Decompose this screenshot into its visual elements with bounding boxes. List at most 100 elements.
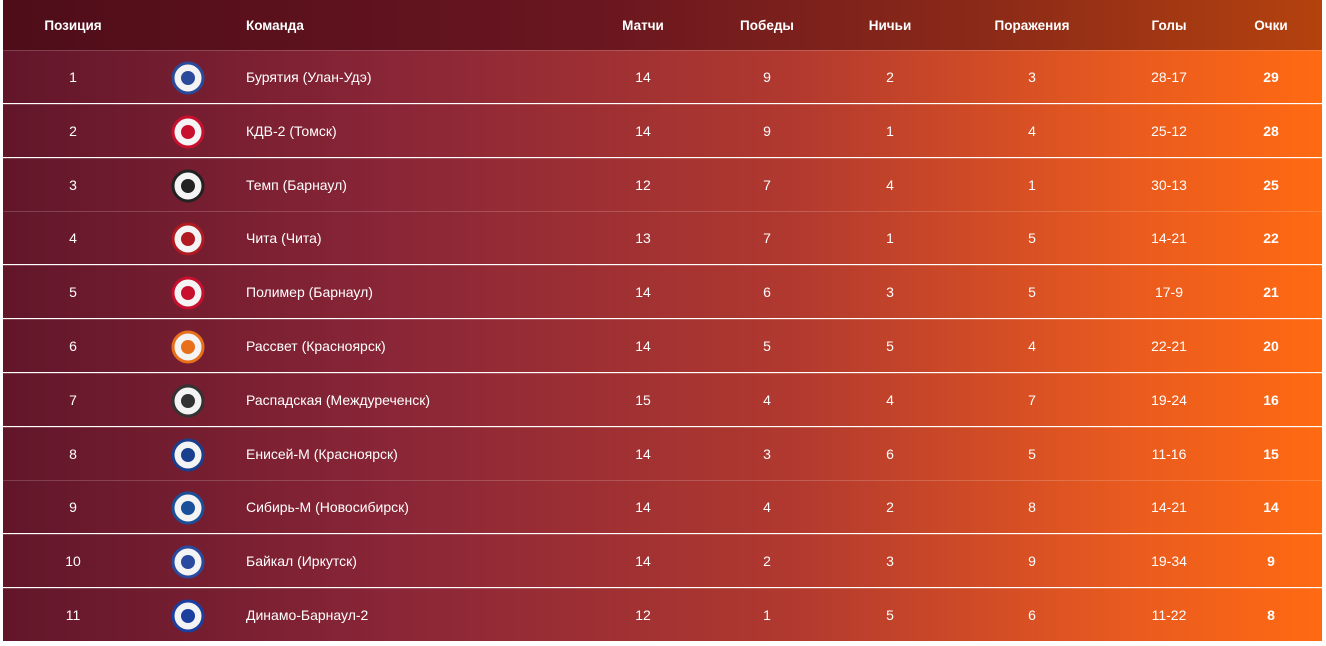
table-cell: 28-17: [1151, 69, 1187, 85]
table-row: 11 Динамо-Барнаул-2 12 1 5 6 11-22 8: [3, 588, 1322, 641]
table-cell: Распадская (Междуреченск): [246, 391, 431, 408]
table-cell: 1: [69, 69, 77, 85]
table-cell: 12: [635, 607, 651, 623]
table-cell: 6: [886, 445, 894, 462]
table-cell: 5: [1028, 230, 1036, 247]
table-cell: 3: [763, 445, 771, 462]
table-cell: 2: [886, 499, 894, 516]
header-cell: Команда: [246, 17, 304, 33]
table-row: 4 Чита (Чита) 13 7 1 5 14-21 22: [3, 211, 1322, 265]
table-cell: 1: [886, 122, 894, 139]
points-cell: 16: [1263, 391, 1279, 408]
points-cell: 21: [1263, 284, 1279, 301]
header-cell: Позиция: [44, 17, 102, 33]
table-cell: 13: [635, 230, 651, 247]
table-cell: 4: [886, 391, 894, 408]
table-cell: 14: [635, 445, 651, 462]
table-cell: 5: [1028, 445, 1036, 462]
table-cell: 10: [65, 553, 81, 570]
team-logo: [171, 222, 205, 256]
table-cell: 14: [635, 338, 651, 354]
table-cell: 9: [1028, 553, 1036, 570]
table-cell: 4: [1028, 338, 1036, 354]
table-cell: 7: [1028, 391, 1036, 408]
table-cell: 7: [69, 391, 77, 408]
table-cell: 1: [763, 607, 771, 623]
header-cell: Голы: [1151, 17, 1187, 33]
team-logo: [171, 491, 205, 525]
table-cell: 11-16: [1151, 445, 1187, 462]
table-cell: 7: [763, 176, 771, 193]
table-cell: 3: [1028, 69, 1036, 85]
table-row: 8 Енисей-М (Красноярск) 14 3 6 5 11-16 15: [3, 426, 1322, 480]
table-cell: 9: [763, 69, 771, 85]
points-cell: 9: [1267, 553, 1275, 570]
table-row: 6 Рассвет (Красноярск) 14 5 5 4 22-21 20: [3, 319, 1322, 372]
table-cell: 8: [69, 445, 77, 462]
table-cell: 11: [65, 607, 81, 623]
table-cell: 3: [69, 176, 77, 193]
table-cell: 14: [635, 122, 651, 139]
table-cell: 3: [886, 284, 894, 301]
table-cell: 25-12: [1151, 122, 1187, 139]
team-logo: [171, 330, 205, 364]
team-logo: [171, 276, 205, 310]
table-cell: 8: [1028, 499, 1036, 516]
table-cell: 14: [635, 69, 651, 85]
team-logo: [171, 115, 205, 149]
table-cell: 14: [635, 499, 651, 516]
header-cell: Победы: [740, 17, 794, 33]
team-logo: [171, 438, 205, 472]
header-cell: Очки: [1254, 17, 1288, 33]
table-cell: 30-13: [1151, 176, 1187, 193]
table-cell: Рассвет (Красноярск): [246, 338, 386, 354]
table-cell: 11-22: [1151, 607, 1187, 623]
table-cell: 19-34: [1151, 553, 1187, 570]
table-cell: 4: [763, 499, 771, 516]
table-cell: 22-21: [1151, 338, 1187, 354]
table-cell: Бурятия (Улан-Удэ): [246, 69, 372, 85]
table-cell: 5: [69, 284, 77, 301]
header-cell: Матчи: [622, 17, 664, 33]
table-cell: 9: [69, 499, 77, 516]
table-cell: 17-9: [1154, 284, 1184, 301]
table-cell: 2: [886, 69, 894, 85]
points-cell: 28: [1263, 122, 1279, 139]
table-cell: 1: [1028, 176, 1036, 193]
table-cell: 4: [1028, 122, 1036, 139]
table-cell: 14: [635, 553, 651, 570]
points-cell: 15: [1263, 445, 1279, 462]
header-row: Позиция Команда Матчи Победы Ничьи Поражения Г…: [3, 0, 1322, 50]
standings-table: Позиция Команда Матчи Победы Ничьи Поражения Г…: [3, 0, 1322, 642]
table-row: 9 Сибирь-М (Новосибирск) 14 4 2 8 14-21 14: [3, 480, 1322, 534]
table-cell: 15: [635, 391, 651, 408]
table-cell: 5: [1028, 284, 1036, 301]
team-logo: [171, 169, 205, 203]
table-row: 7 Распадская (Междуреченск) 15 4 4 7 19-24 16: [3, 372, 1322, 426]
table-cell: 5: [763, 338, 771, 354]
team-logo: [171, 61, 205, 95]
table-cell: 6: [69, 338, 77, 354]
table-row: 5 Полимер (Барнаул) 14 6 3 5 17-9 21: [3, 265, 1322, 319]
points-cell: 29: [1263, 69, 1279, 85]
header-cell: Поражения: [994, 17, 1070, 33]
team-logo: [171, 599, 205, 633]
table-cell: 14: [635, 284, 651, 301]
table-cell: 4: [69, 230, 77, 247]
table-row: 10 Байкал (Иркутск) 14 2 3 9 19-34 9: [3, 534, 1322, 588]
table-cell: Байкал (Иркутск): [246, 553, 357, 570]
table-cell: Темп (Барнаул): [246, 176, 347, 193]
header-cell: Ничьи: [868, 17, 912, 33]
points-cell: 25: [1263, 176, 1279, 193]
team-logo: [171, 384, 205, 418]
table-cell: 4: [886, 176, 894, 193]
team-logo: [171, 545, 205, 579]
table-cell: Полимер (Барнаул): [246, 284, 373, 301]
points-cell: 8: [1267, 607, 1275, 623]
table-cell: 12: [635, 176, 651, 193]
table-cell: 19-24: [1151, 391, 1187, 408]
table-cell: 14-21: [1151, 499, 1187, 516]
table-cell: КДВ-2 (Томск): [246, 122, 337, 139]
points-cell: 20: [1263, 338, 1279, 354]
